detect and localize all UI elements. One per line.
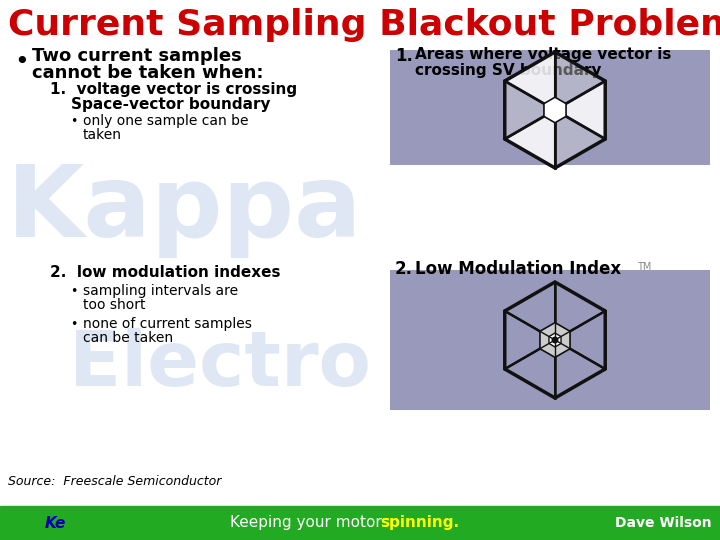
Polygon shape xyxy=(544,97,566,123)
Text: •: • xyxy=(70,285,77,298)
Text: none of current samples: none of current samples xyxy=(83,317,252,331)
Text: 1.: 1. xyxy=(395,47,413,65)
Text: can be taken: can be taken xyxy=(83,331,173,345)
Text: Keeping your motors: Keeping your motors xyxy=(230,516,395,530)
Text: •: • xyxy=(14,50,29,74)
Text: Ke: Ke xyxy=(45,516,66,530)
Text: 1.  voltage vector is crossing: 1. voltage vector is crossing xyxy=(50,82,297,97)
Polygon shape xyxy=(505,81,555,139)
Text: Current Sampling Blackout Problem: Current Sampling Blackout Problem xyxy=(8,8,720,42)
Polygon shape xyxy=(555,81,606,139)
Text: only one sample can be: only one sample can be xyxy=(83,114,248,128)
Text: 2.: 2. xyxy=(395,260,413,278)
Polygon shape xyxy=(505,52,555,110)
Text: too short: too short xyxy=(83,298,145,312)
Text: TM: TM xyxy=(637,262,652,272)
Text: •: • xyxy=(70,115,77,128)
Text: Electro: Electro xyxy=(69,328,371,402)
Text: •: • xyxy=(70,318,77,331)
Text: Low Modulation Index: Low Modulation Index xyxy=(415,260,621,278)
Bar xyxy=(390,50,710,165)
Text: 2.  low modulation indexes: 2. low modulation indexes xyxy=(50,265,281,280)
Polygon shape xyxy=(549,333,561,347)
Text: Areas where voltage vector is: Areas where voltage vector is xyxy=(415,47,671,62)
Polygon shape xyxy=(540,322,570,357)
Polygon shape xyxy=(555,52,606,110)
Polygon shape xyxy=(505,110,555,168)
Text: taken: taken xyxy=(83,128,122,142)
Text: crossing SV boundary: crossing SV boundary xyxy=(415,63,601,78)
Circle shape xyxy=(552,336,559,343)
Text: Source:  Freescale Semiconductor: Source: Freescale Semiconductor xyxy=(8,475,221,488)
Text: Two current samples: Two current samples xyxy=(32,47,242,65)
Polygon shape xyxy=(555,110,606,168)
Bar xyxy=(390,270,710,410)
Text: spinning.: spinning. xyxy=(380,516,459,530)
Text: Kappa: Kappa xyxy=(7,161,363,259)
Text: cannot be taken when:: cannot be taken when: xyxy=(32,64,264,82)
Text: Dave Wilson: Dave Wilson xyxy=(616,516,712,530)
Text: sampling intervals are: sampling intervals are xyxy=(83,284,238,298)
Bar xyxy=(0,506,720,540)
Text: Space-vector boundary: Space-vector boundary xyxy=(50,97,271,112)
